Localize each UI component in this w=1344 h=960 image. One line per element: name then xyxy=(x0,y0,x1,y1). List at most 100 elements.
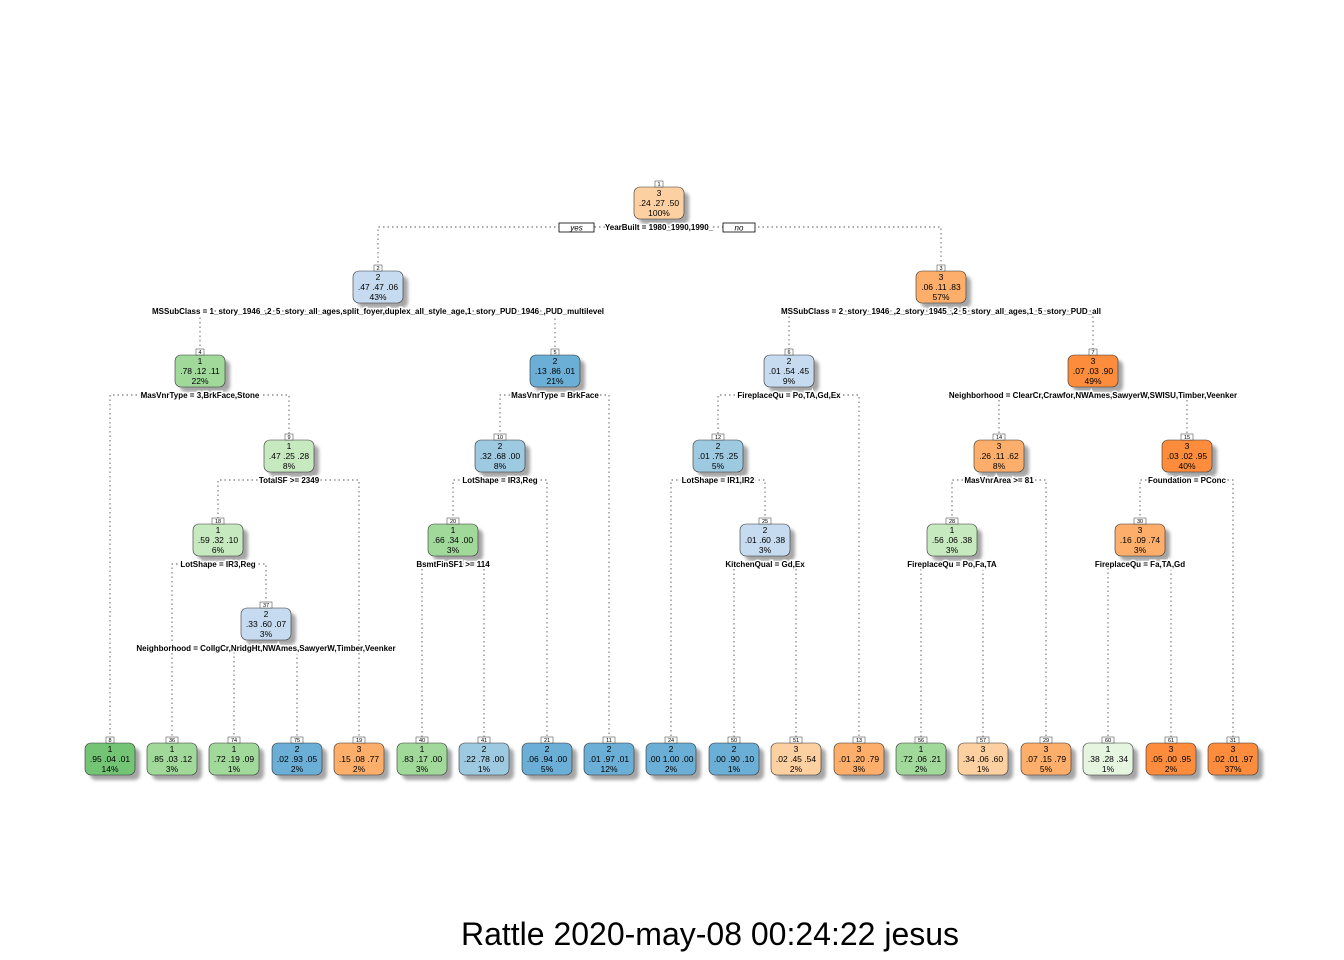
node-number: 75 xyxy=(294,738,300,744)
node-probs: .00 1.00 .00 xyxy=(649,754,694,764)
split-label: Neighborhood = ClearCr,Crawfor,NWAmes,Sa… xyxy=(949,391,1237,400)
node-probs: .34 .06 .60 xyxy=(963,754,1003,764)
node-percent: 3% xyxy=(260,629,273,639)
tree-node: 212.06 .94 .005% xyxy=(521,736,577,780)
node-probs: .72 .19 .09 xyxy=(214,754,254,764)
tree-edge xyxy=(717,394,789,434)
node-number: 56 xyxy=(918,738,924,744)
tree-node: 193.15 .08 .772% xyxy=(333,736,389,780)
node-probs: .01 .60 .38 xyxy=(745,535,785,545)
node-number: 74 xyxy=(231,738,237,744)
node-number-box xyxy=(654,180,664,188)
node-probs: .22 .78 .00 xyxy=(464,754,504,764)
node-class: 1 xyxy=(170,744,175,754)
tree-node: 281.56 .06 .383% FireplaceQu = Po,Fa,TA xyxy=(906,517,998,571)
node-number: 2 xyxy=(376,266,379,272)
tree-node: 401.83 .17 .003% xyxy=(396,736,452,780)
tree-edge xyxy=(289,479,360,737)
node-class: 1 xyxy=(108,744,113,754)
branch-labels: yes no xyxy=(558,222,756,233)
node-class: 1 xyxy=(216,525,221,535)
tree-edge xyxy=(788,310,941,349)
tree-edge xyxy=(941,310,1094,349)
node-number: 4 xyxy=(198,350,201,356)
node-percent: 3% xyxy=(946,545,959,555)
node-probs: .06 .94 .00 xyxy=(527,754,567,764)
node-class: 1 xyxy=(287,441,292,451)
node-percent: 3% xyxy=(416,764,429,774)
node-percent: 8% xyxy=(283,461,296,471)
node-probs: .59 .32 .10 xyxy=(198,535,238,545)
node-number: 7 xyxy=(1091,350,1094,356)
tree-edge xyxy=(200,394,290,434)
node-number-box xyxy=(852,736,866,744)
node-probs: .03 .02 .95 xyxy=(1167,451,1207,461)
node-percent: 9% xyxy=(783,376,796,386)
tree-node: 91.47 .25 .288% TotalSF >= 2349 xyxy=(257,433,321,487)
split-label: KitchenQual = Gd,Ex xyxy=(725,560,805,569)
node-percent: 2% xyxy=(790,764,803,774)
tree-node: 613.05 .00 .952% xyxy=(1145,736,1201,780)
node-probs: .38 .28 .34 xyxy=(1088,754,1128,764)
node-class: 1 xyxy=(420,744,425,754)
tree-node: 741.72 .19 .091% xyxy=(208,736,264,780)
node-number-box xyxy=(415,736,429,744)
node-probs: .05 .00 .95 xyxy=(1151,754,1191,764)
tree-node: 242.00 1.00 .002% xyxy=(645,736,701,780)
node-class: 3 xyxy=(1044,744,1049,754)
tree-edge xyxy=(1107,563,1140,737)
node-number: 51 xyxy=(793,738,799,744)
node-class: 2 xyxy=(732,744,737,754)
node-percent: 1% xyxy=(977,764,990,774)
node-percent: 1% xyxy=(1102,764,1115,774)
tree-node: 293.07 .15 .795% xyxy=(1020,736,1076,780)
split-label: TotalSF >= 2349 xyxy=(259,476,320,485)
node-probs: .83 .17 .00 xyxy=(402,754,442,764)
node-class: 2 xyxy=(553,356,558,366)
node-class: 2 xyxy=(482,744,487,754)
node-class: 2 xyxy=(545,744,550,754)
node-number: 60 xyxy=(1105,738,1111,744)
tree-edge xyxy=(555,394,610,737)
node-probs: .13 .86 .01 xyxy=(535,366,575,376)
split-label: YearBuilt = 1980_1990,1990_ xyxy=(605,223,714,232)
node-class: 2 xyxy=(295,744,300,754)
tree-node: 102.32 .68 .008% LotShape = IR3,Reg xyxy=(461,433,539,487)
tree-node: 122.01 .75 .255% LotShape = IR1,IR2 xyxy=(680,433,756,487)
node-number: 57 xyxy=(980,738,986,744)
node-percent: 2% xyxy=(915,764,928,774)
node-probs: .47 .47 .06 xyxy=(358,282,398,292)
tree-node: 181.59 .32 .106% LotShape = IR3,Reg xyxy=(179,517,257,571)
node-number-box xyxy=(211,517,225,525)
node-number-box xyxy=(664,736,678,744)
node-class: 2 xyxy=(763,525,768,535)
tree-edge xyxy=(718,479,766,518)
node-class: 1 xyxy=(232,744,237,754)
node-percent: 3% xyxy=(853,764,866,774)
node-percent: 21% xyxy=(546,376,563,386)
tree-edge xyxy=(1139,479,1187,518)
split-label: LotShape = IR3,Reg xyxy=(462,476,537,485)
tree-edge xyxy=(999,479,1047,737)
tree-edge xyxy=(670,479,718,737)
node-number-box xyxy=(789,736,803,744)
node-percent: 2% xyxy=(291,764,304,774)
node-number: 25 xyxy=(762,519,768,525)
node-number: 36 xyxy=(169,738,175,744)
node-class: 2 xyxy=(669,744,674,754)
node-class: 2 xyxy=(498,441,503,451)
node-percent: 3% xyxy=(447,545,460,555)
tree-edge xyxy=(452,479,500,518)
node-number-box xyxy=(105,736,115,744)
tree-node: 303.16 .09 .743% FireplaceQu = Fa,TA,Gd xyxy=(1093,517,1187,571)
node-class: 3 xyxy=(1231,744,1236,754)
tree-edge xyxy=(1187,479,1234,737)
node-class: 3 xyxy=(657,188,662,198)
node-number: 14 xyxy=(996,435,1002,441)
node-number: 28 xyxy=(949,519,955,525)
